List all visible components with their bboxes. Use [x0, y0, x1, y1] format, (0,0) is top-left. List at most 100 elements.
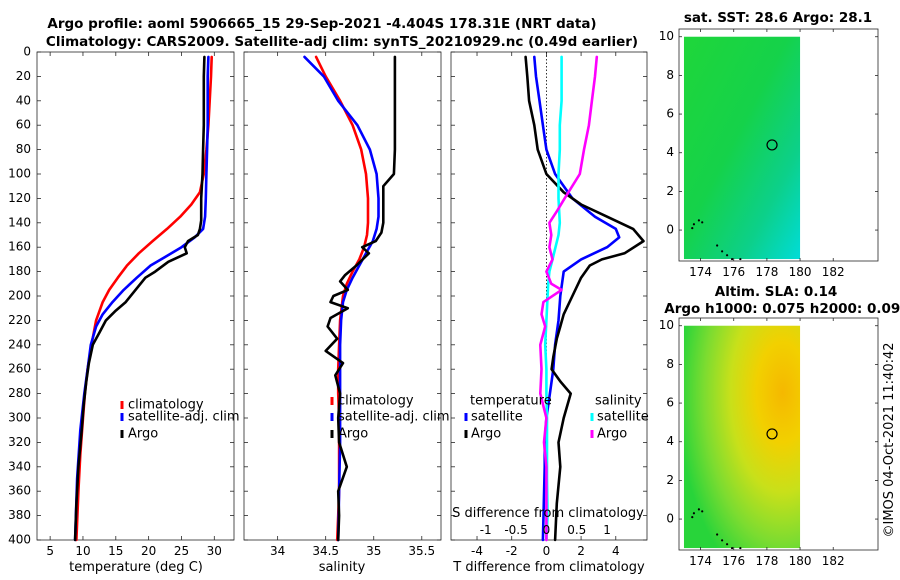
- y-tick-label: 240: [8, 337, 31, 351]
- salinity-y-ticks: [244, 51, 441, 541]
- y-tick-label: 340: [8, 459, 31, 473]
- legend-label-s-argo: Argo: [597, 427, 627, 442]
- x-tick-label: 5: [46, 544, 54, 558]
- y-tick-label: 4: [666, 434, 674, 448]
- coast-point: [697, 508, 701, 511]
- sla-map-y-ticks: 0 2 4 6 8 10: [659, 318, 878, 526]
- temperature-x-label: temperature (deg C): [69, 560, 203, 575]
- coast-point: [725, 254, 729, 257]
- y-tick-label: 4: [666, 145, 674, 159]
- y-tick-label: 280: [8, 386, 31, 400]
- x-tick-label: 34.5: [312, 544, 339, 558]
- legend-title-salinity: salinity: [595, 394, 642, 409]
- figure-title-line-1: Argo profile: aoml 5906665_15 29-Sep-202…: [47, 16, 596, 32]
- legend-label-argo: Argo: [128, 427, 158, 442]
- y-tick-label: 6: [666, 107, 674, 121]
- y-tick-label: 380: [8, 508, 31, 522]
- coast-point: [716, 533, 719, 536]
- legend-label-satellite: satellite-adj. clim: [338, 410, 450, 425]
- y-tick-label: 160: [8, 240, 31, 254]
- y-tick-label: 2: [666, 184, 674, 198]
- x-tick-label: 15: [108, 544, 123, 558]
- s-tick-label: 0: [543, 523, 551, 537]
- x-tick-label: 176: [722, 265, 745, 279]
- y-tick-label: 100: [8, 167, 31, 181]
- s-difference-ticks: -1 -0.5 0 0.5 1: [480, 523, 611, 537]
- sla-field: [683, 325, 801, 549]
- sla-map-x-ticks: 174 176 178 180 182: [689, 318, 845, 568]
- y-tick-label: 80: [16, 142, 31, 156]
- legend-label-t-satellite: satellite: [471, 410, 523, 425]
- coast-point: [691, 227, 694, 230]
- series-line-salinity-satellite: [543, 55, 563, 542]
- s-tick-label: 1: [603, 523, 611, 537]
- y-tick-label: 140: [8, 215, 31, 229]
- temperature-y-ticks: 0 20 40 60 80 100 120 140 160 180 200 220 240 260 280 3…: [8, 45, 234, 547]
- temperature-x-ticks: 5 10 15 20 25 30: [46, 52, 222, 558]
- y-tick-label: 0: [23, 45, 31, 59]
- x-tick-label: 2: [577, 544, 585, 558]
- difference-axes-box: [450, 51, 648, 541]
- s-tick-label: 0.5: [567, 523, 586, 537]
- sla-map-title-line-2: Argo h1000: 0.075 h2000: 0.094: [664, 301, 900, 317]
- x-tick-label: 34: [270, 544, 285, 558]
- coast-point: [716, 244, 719, 247]
- sst-field: [683, 36, 801, 260]
- coast-point: [721, 250, 724, 253]
- y-tick-label: 220: [8, 313, 31, 327]
- y-tick-label: 8: [666, 357, 674, 371]
- x-tick-label: 35: [366, 544, 381, 558]
- salinity-series: [303, 55, 397, 542]
- x-tick-label: 35.5: [408, 544, 435, 558]
- x-tick-label: 30: [207, 544, 222, 558]
- y-tick-label: 10: [659, 29, 674, 43]
- y-tick-label: 60: [16, 118, 31, 132]
- x-tick-label: 178: [755, 265, 778, 279]
- difference-panel: -4 -2 0 2 4 S difference from climatology -1…: [450, 51, 649, 575]
- difference-x-ticks: -4 -2 0 2 4: [471, 52, 620, 558]
- coast-point: [725, 543, 729, 546]
- s-tick-label: -1: [480, 523, 492, 537]
- legend-title-temperature: temperature: [470, 394, 552, 409]
- y-tick-label: 260: [8, 362, 31, 376]
- coastline: [691, 508, 742, 550]
- y-tick-label: 360: [8, 484, 31, 498]
- legend-label-satellite: satellite-adj. clim: [128, 410, 240, 425]
- x-tick-label: 180: [789, 265, 812, 279]
- x-tick-label: 0: [543, 544, 551, 558]
- x-tick-label: 182: [822, 265, 845, 279]
- y-tick-label: 0: [666, 223, 674, 237]
- series-line-argo: [324, 55, 397, 542]
- difference-y-ticks: [451, 51, 647, 541]
- y-tick-label: 0: [666, 512, 674, 526]
- argo-location-marker: [766, 139, 778, 151]
- x-tick-label: 178: [755, 554, 778, 568]
- y-tick-label: 300: [8, 411, 31, 425]
- y-tick-label: 10: [659, 318, 674, 332]
- coastline: [691, 219, 742, 261]
- temperature-legend: climatology satellite-adj. clim Argo: [120, 398, 240, 442]
- coast-point: [739, 546, 742, 550]
- coast-point: [701, 221, 704, 224]
- y-tick-label: 2: [666, 473, 674, 487]
- coast-point: [692, 223, 696, 226]
- y-tick-label: 320: [8, 435, 31, 449]
- x-tick-label: 4: [612, 544, 620, 558]
- x-tick-label: -4: [471, 544, 483, 558]
- y-tick-label: 8: [666, 68, 674, 82]
- legend-label-argo: Argo: [338, 427, 368, 442]
- coast-point: [692, 512, 696, 515]
- x-tick-label: 25: [174, 544, 189, 558]
- sst-map-panel: sat. SST: 28.6 Argo: 28.1 0 2 4 6 8 10 174 176…: [659, 10, 879, 279]
- x-tick-label: 180: [789, 554, 812, 568]
- argo-location-marker: [766, 428, 778, 440]
- series-line-salinity-argo: [538, 55, 599, 542]
- coast-point: [697, 219, 701, 222]
- t-difference-label: T difference from climatology: [452, 560, 645, 575]
- y-tick-label: 180: [8, 264, 31, 278]
- y-tick-label: 200: [8, 289, 31, 303]
- salinity-legend: climatology satellite-adj. clim Argo: [330, 394, 450, 442]
- x-tick-label: 176: [722, 554, 745, 568]
- sst-map-y-ticks: 0 2 4 6 8 10: [659, 29, 878, 237]
